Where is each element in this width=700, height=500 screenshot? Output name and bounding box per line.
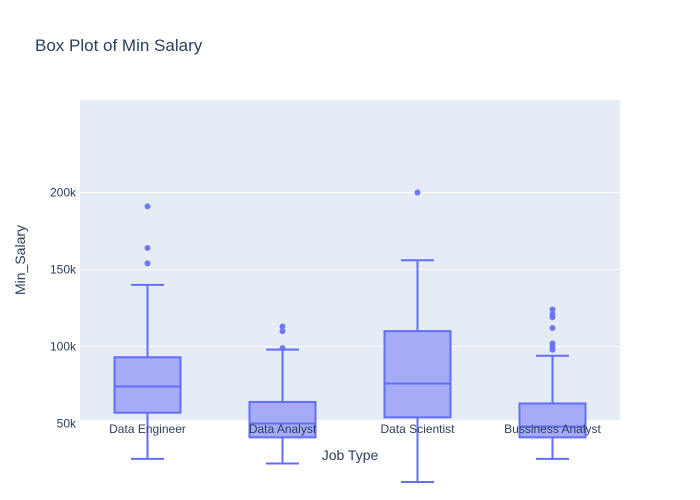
chart-title: Box Plot of Min Salary (35, 36, 203, 55)
x-axis-label: Job Type (322, 447, 379, 463)
outlier-point (279, 328, 286, 335)
x-tick-label: Data Engineer (109, 422, 186, 436)
boxes (113, 189, 587, 484)
outlier-point (279, 323, 286, 330)
iqr-box (248, 400, 317, 439)
y-tick-label: 50k (57, 417, 77, 431)
iqr-box (383, 330, 452, 419)
x-tick-label: Data Analyst (249, 422, 317, 436)
outlier-point (279, 345, 286, 352)
outlier-point (549, 325, 556, 332)
box-data-engineer (113, 203, 182, 460)
box-data-analyst (248, 323, 317, 465)
outlier-point (414, 189, 421, 196)
y-axis-ticks: 50k 100k 150k 200k (50, 186, 77, 431)
box-bussiness-analyst (518, 306, 587, 460)
x-tick-label: Bussiness Analyst (504, 422, 601, 436)
x-axis-ticks: Data Engineer Data Analyst Data Scientist B… (109, 422, 601, 436)
outlier-point (549, 340, 556, 347)
iqr-box (518, 402, 587, 439)
x-tick-label: Data Scientist (380, 422, 455, 436)
outlier-point (549, 306, 556, 313)
outlier-point (144, 203, 151, 210)
y-tick-label: 100k (50, 340, 77, 354)
y-tick-label: 200k (50, 186, 77, 200)
outlier-point (549, 311, 556, 318)
iqr-box (113, 356, 182, 414)
outlier-point (144, 260, 151, 267)
outlier-point (144, 244, 151, 251)
y-axis-label: Min_Salary (12, 225, 28, 295)
box-data-scientist (383, 189, 452, 484)
y-tick-label: 150k (50, 263, 77, 277)
